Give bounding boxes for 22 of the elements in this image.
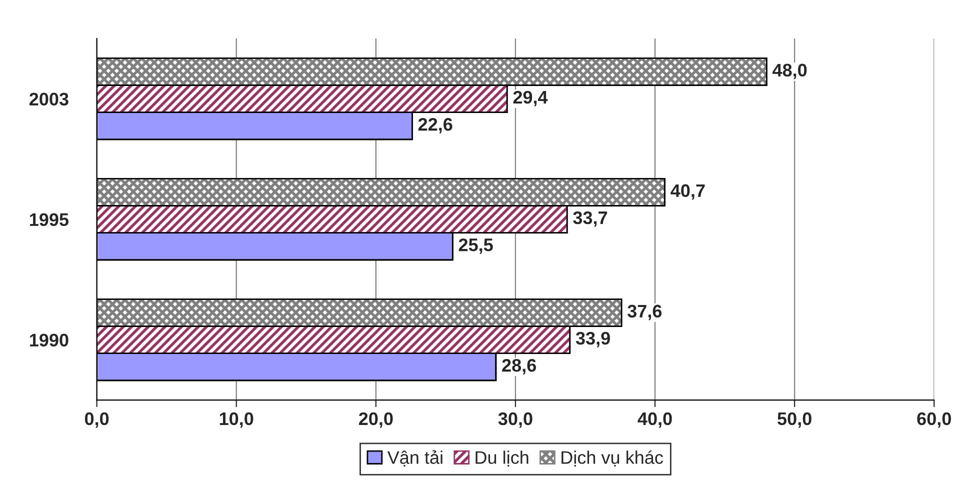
y-tick-label: 1995 [30, 213, 69, 226]
x-tick-label: 0,0 [84, 412, 109, 428]
data-label: 28,6 [502, 358, 536, 374]
data-label: 48,0 [772, 64, 807, 80]
legend-label: Du lịch [476, 450, 528, 466]
x-tick-label: 50,0 [778, 412, 812, 428]
legend-label: Dịch vụ khác [562, 450, 663, 466]
y-tick-label: 2003 [29, 92, 68, 106]
x-tick-label: 10,0 [220, 412, 254, 428]
y-tick-label: 1990 [30, 334, 68, 347]
data-label: 25,5 [458, 238, 493, 254]
x-tick-label: 20,0 [358, 412, 393, 428]
data-label: 22,6 [418, 118, 452, 134]
data-label: 40,7 [670, 184, 705, 200]
data-label: 33,7 [573, 211, 608, 227]
x-tick-label: 60,0 [917, 412, 951, 428]
x-tick-label: 40,0 [638, 412, 672, 428]
legend-label: Vận tải [387, 450, 442, 466]
data-label: 29,4 [513, 90, 548, 106]
data-label: 33,9 [576, 332, 610, 348]
x-tick-label: 30,0 [498, 412, 532, 428]
data-label: 37,6 [628, 304, 662, 320]
